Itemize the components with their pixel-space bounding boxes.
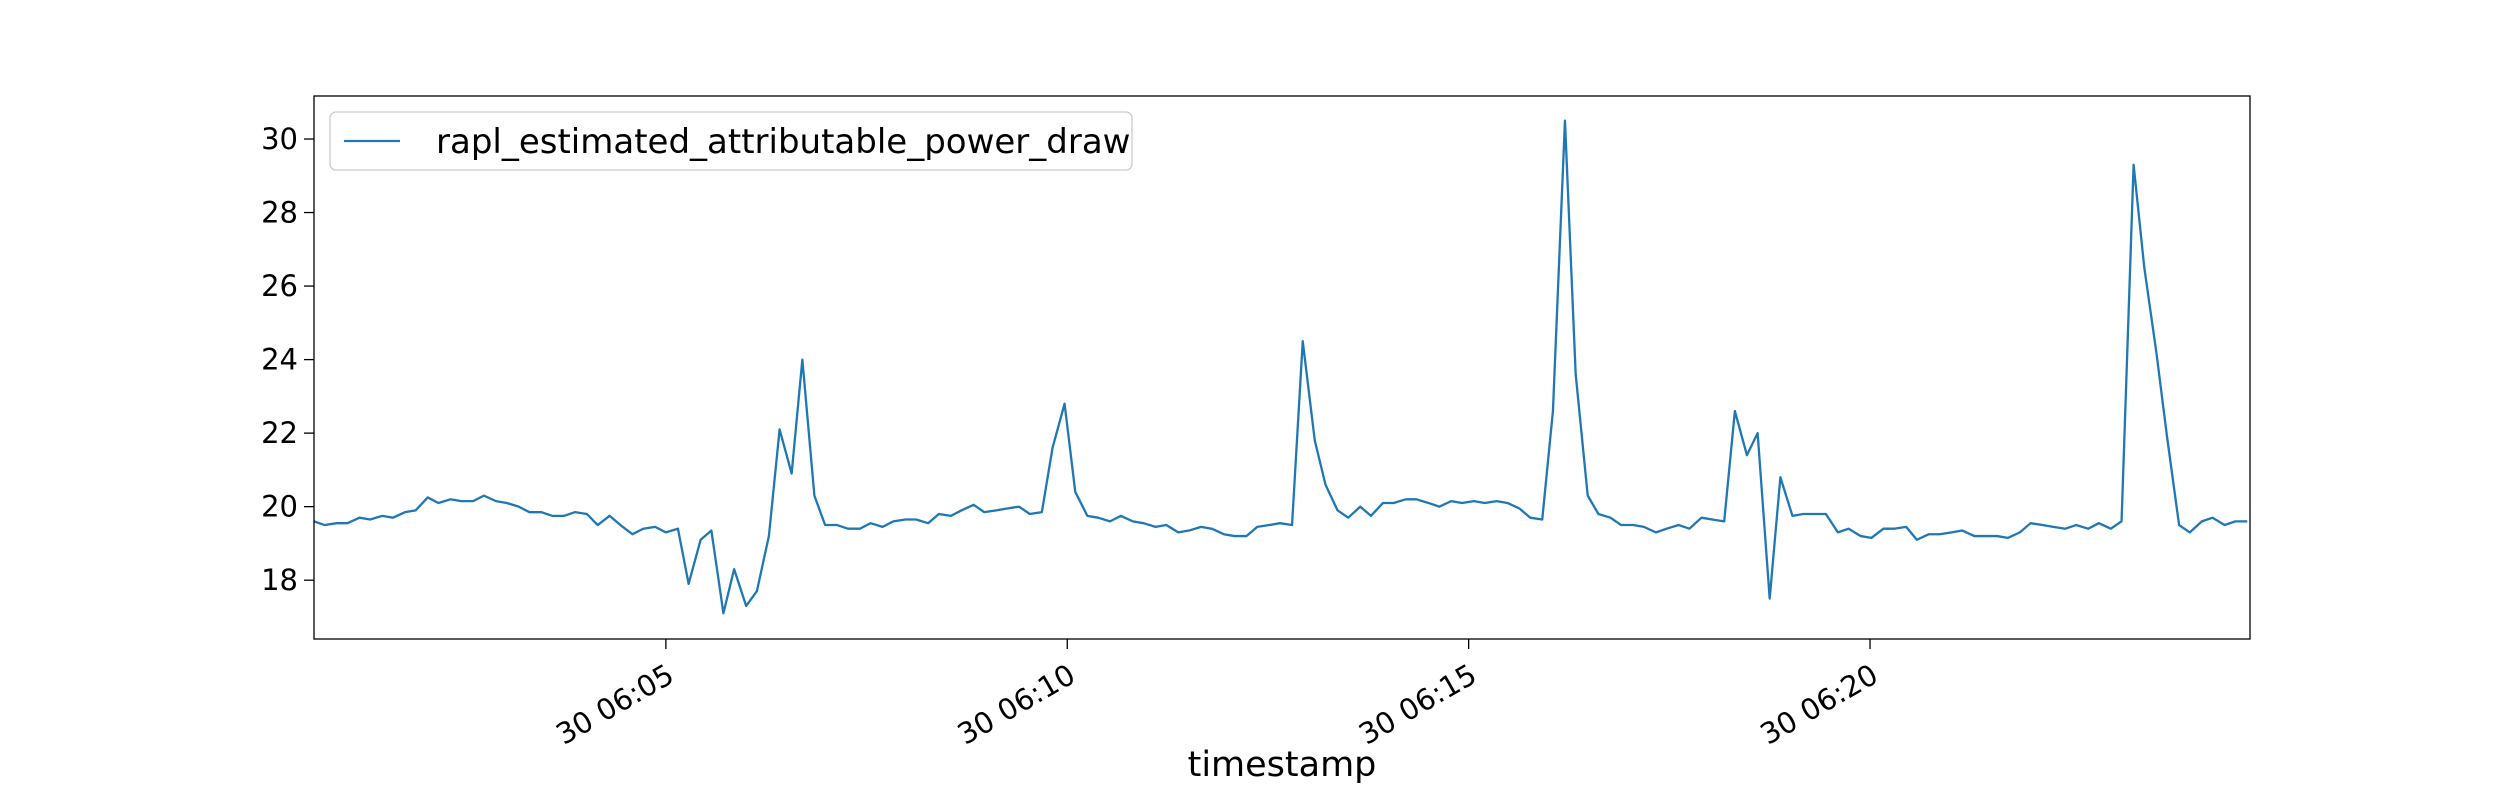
y-tick-label: 18 [261,563,298,597]
y-tick-label: 20 [261,490,298,524]
legend-box [329,111,1133,171]
y-tick-label: 28 [261,196,298,230]
x-axis-label: timestamp [1188,745,1377,785]
legend-label: rapl_estimated_attributable_power_draw [436,122,1131,162]
x-tick-label: 30 06:20 [1754,657,1883,751]
y-tick-label: 26 [261,269,298,303]
legend: rapl_estimated_attributable_power_draw [329,111,1133,171]
y-tick-label: 30 [261,122,298,156]
x-tick-label: 30 06:10 [952,657,1081,751]
x-tick-label: 30 06:05 [550,657,679,751]
data-line [314,119,2248,615]
y-tick-label: 24 [261,343,298,377]
x-tick-label: 30 06:15 [1353,657,1482,751]
plot-frame [313,95,2251,640]
y-tick-label: 22 [261,416,298,450]
